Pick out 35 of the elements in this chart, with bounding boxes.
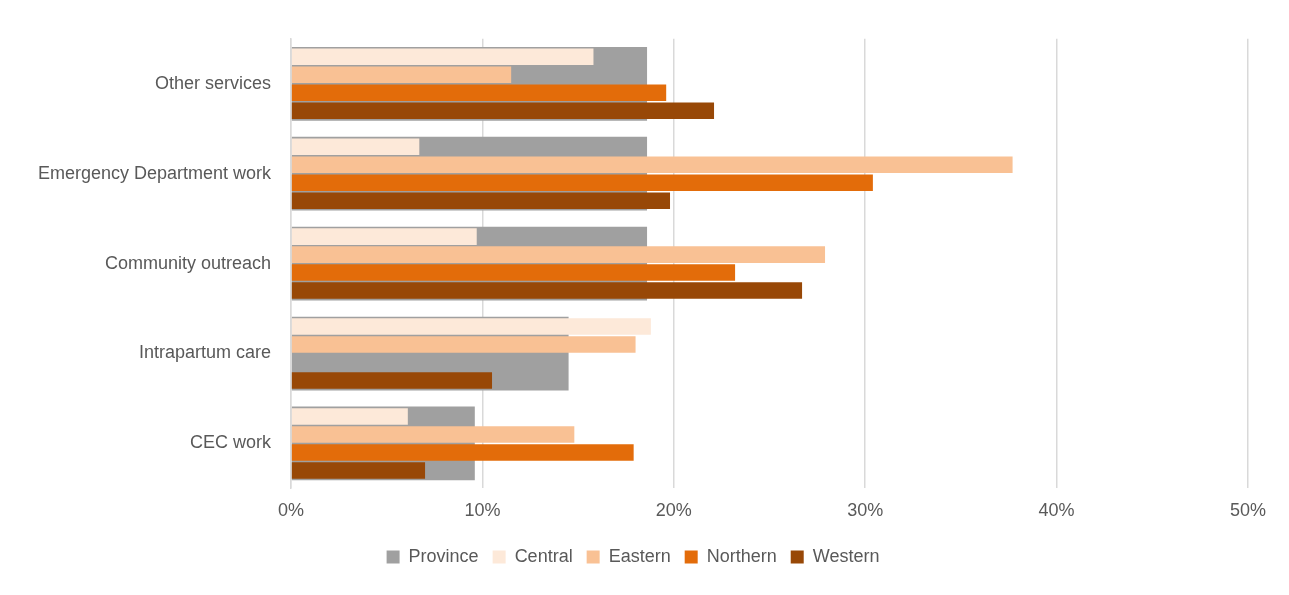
bar — [291, 426, 575, 443]
x-tick-label: 30% — [847, 500, 884, 521]
x-tick-label: 0% — [278, 500, 305, 521]
bar — [291, 48, 594, 66]
legend-label: Province — [408, 545, 479, 566]
bar — [291, 102, 715, 120]
y-tick-label: Other services — [155, 72, 272, 93]
bar — [291, 228, 477, 245]
x-tick-label: 40% — [1038, 500, 1075, 521]
legend-label: Western — [812, 545, 880, 566]
bar — [291, 192, 671, 209]
bar — [291, 408, 408, 425]
x-tick-label: 50% — [1229, 500, 1266, 521]
bar — [291, 318, 651, 335]
bar — [291, 246, 826, 263]
y-tick-label: Emergency Department work — [37, 162, 273, 183]
bar — [291, 444, 634, 461]
bar — [291, 462, 426, 479]
bar — [291, 336, 636, 353]
bar — [291, 66, 512, 84]
x-tick-label: 10% — [464, 500, 501, 521]
bar — [291, 264, 736, 281]
x-tick-label: 20% — [655, 500, 692, 521]
bar — [291, 84, 667, 102]
bar — [291, 282, 803, 299]
bar — [291, 156, 1013, 173]
y-tick-label: CEC work — [190, 432, 273, 453]
bar — [291, 174, 873, 191]
y-tick-label: Community outreach — [105, 252, 272, 273]
legend-label: Eastern — [608, 545, 671, 566]
bar — [291, 372, 493, 389]
legend-label: Central — [514, 545, 573, 566]
y-tick-label: Intrapartum care — [139, 342, 272, 363]
bar — [291, 138, 420, 155]
legend-label: Northern — [706, 545, 777, 566]
